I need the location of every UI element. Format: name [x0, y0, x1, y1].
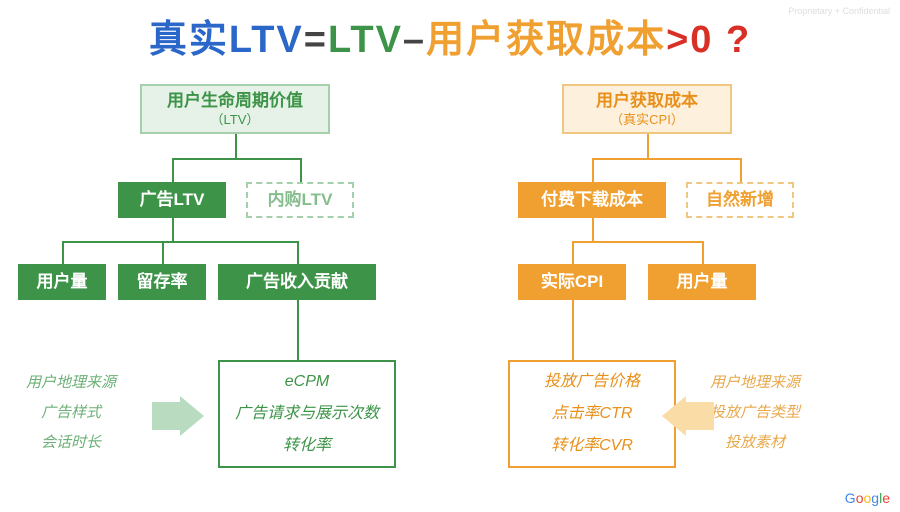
left-detail-0: eCPM: [285, 366, 329, 398]
right-root-main: 用户获取成本: [596, 90, 698, 111]
title-part-3: –: [403, 19, 426, 62]
left-note-1: 广告样式: [26, 398, 116, 428]
right-detail-box: 投放广告价格 点击率CTR 转化率CVR: [508, 360, 676, 468]
right-note-1: 投放广告类型: [710, 398, 800, 428]
left-l3-2: 广告收入贡献: [218, 264, 376, 300]
right-side-notes: 用户地理来源 投放广告类型 投放素材: [710, 368, 800, 458]
page-title: 真实LTV = LTV – 用户获取成本 >0 ?: [0, 8, 900, 63]
left-detail-box: eCPM 广告请求与展示次数 转化率: [218, 360, 396, 468]
left-note-0: 用户地理来源: [26, 368, 116, 398]
left-detail-1: 广告请求与展示次数: [235, 398, 379, 430]
title-part-0: 真实LTV: [149, 8, 304, 63]
left-note-2: 会话时长: [26, 428, 116, 458]
left-l2-0: 广告LTV: [118, 182, 226, 218]
right-l2-0: 付费下载成本: [518, 182, 666, 218]
left-l3-1: 留存率: [118, 264, 206, 300]
left-root-sub: （LTV）: [211, 112, 260, 128]
left-l3-0: 用户量: [18, 264, 106, 300]
right-l3-1: 用户量: [648, 264, 756, 300]
right-l2-1: 自然新增: [686, 182, 794, 218]
right-note-2: 投放素材: [710, 428, 800, 458]
diagram: 用户生命周期价值 （LTV） 广告LTV 内购LTV 用户量 留存率 广告收入贡…: [0, 78, 900, 508]
title-part-1: =: [304, 19, 328, 62]
right-detail-2: 转化率CVR: [551, 430, 633, 462]
watermark: Proprietary + Confidential: [788, 6, 890, 16]
right-root-sub: （真实CPI）: [610, 112, 684, 128]
right-root: 用户获取成本 （真实CPI）: [562, 84, 732, 134]
right-detail-0: 投放广告价格: [544, 366, 640, 398]
title-part-5: >0 ?: [666, 19, 751, 62]
right-detail-1: 点击率CTR: [552, 398, 633, 430]
title-part-2: LTV: [328, 19, 403, 62]
left-root-main: 用户生命周期价值: [167, 90, 303, 111]
left-side-notes: 用户地理来源 广告样式 会话时长: [26, 368, 116, 458]
left-root: 用户生命周期价值 （LTV）: [140, 84, 330, 134]
right-l3-0: 实际CPI: [518, 264, 626, 300]
left-detail-2: 转化率: [283, 430, 331, 462]
left-l2-1: 内购LTV: [246, 182, 354, 218]
title-part-4: 用户获取成本: [426, 8, 666, 63]
right-note-0: 用户地理来源: [710, 368, 800, 398]
